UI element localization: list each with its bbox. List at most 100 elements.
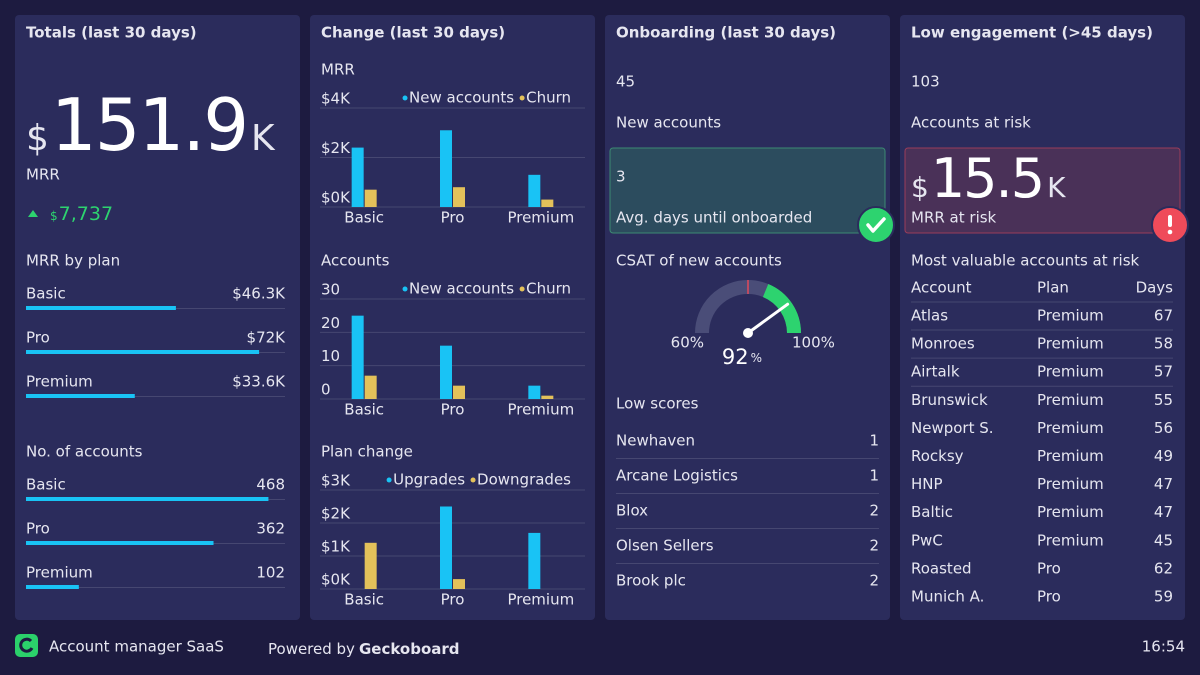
y-tick-label: $2K: [321, 139, 351, 157]
hbar-label: Premium: [26, 373, 93, 391]
unit: %: [751, 351, 762, 365]
kpi-value: 103: [911, 73, 940, 91]
list-name: Blox: [616, 502, 648, 520]
bar: [453, 385, 465, 399]
x-tick-label: Premium: [507, 401, 574, 419]
table-cell: 56: [1154, 419, 1173, 437]
list-name: Olsen Sellers: [616, 537, 714, 555]
bar: [528, 532, 541, 589]
legend-label: Upgrades: [393, 471, 465, 489]
gauge-title: CSAT of new accounts: [616, 252, 782, 270]
table-cell: Premium: [1037, 503, 1104, 521]
list-title: Low scores: [616, 395, 699, 413]
hbar: [26, 350, 260, 354]
table-cell: Brunswick: [911, 391, 988, 409]
bar: [440, 130, 452, 207]
onboarded-box: [609, 147, 886, 234]
table-cell: Baltic: [911, 503, 953, 521]
table-cell: 45: [1154, 531, 1173, 549]
table-cell: 59: [1154, 588, 1173, 606]
legend-label: New accounts: [409, 89, 514, 107]
legend-swatch: [519, 95, 525, 101]
chart-title: Plan change: [321, 443, 413, 461]
table-cell: Atlas: [911, 307, 948, 325]
hbar-label: Basic: [26, 476, 66, 494]
table-cell: Airtalk: [911, 363, 960, 381]
hbar: [26, 497, 269, 501]
panel-title: Onboarding (last 30 days): [616, 24, 836, 42]
x-tick-label: Basic: [344, 401, 384, 419]
y-tick-label: $0K: [321, 571, 351, 589]
hbar-label: Pro: [26, 329, 50, 347]
bar: [453, 187, 465, 207]
table-cell: 49: [1154, 447, 1173, 465]
x-tick-label: Basic: [344, 591, 384, 609]
legend-swatch: [402, 286, 408, 292]
legend-label: New accounts: [409, 280, 514, 298]
mrr-label: MRR: [26, 166, 60, 184]
list-score: 2: [869, 537, 879, 555]
list-score: 1: [869, 432, 879, 450]
gauge-min-label: 60%: [671, 334, 704, 352]
prefix: $: [26, 118, 49, 159]
gauge-hub: [743, 328, 753, 338]
table-cell: Roasted: [911, 559, 972, 577]
table-cell: 55: [1154, 391, 1173, 409]
table-cell: Pro: [1037, 588, 1061, 606]
mrr-at-risk: $15.5 K: [911, 147, 1066, 210]
mrr-total: $151.9 K: [26, 83, 276, 167]
list-score: 2: [869, 572, 879, 590]
bar: [541, 199, 554, 207]
legend-swatch: [519, 286, 525, 292]
value: 92: [722, 345, 749, 369]
table-cell: Munich A.: [911, 588, 984, 606]
suffix: K: [251, 118, 276, 159]
table-cell: 47: [1154, 503, 1173, 521]
column-header: Plan: [1037, 279, 1069, 297]
list-name: Brook plc: [616, 572, 686, 590]
y-tick-label: 30: [321, 281, 340, 299]
hbar-label: Pro: [26, 520, 50, 538]
column-header: Days: [1136, 279, 1174, 297]
hbar-track: [26, 587, 285, 588]
x-tick-label: Basic: [344, 209, 384, 227]
clock: 16:54: [1142, 638, 1185, 656]
brand: Geckoboard: [359, 640, 460, 658]
bar: [364, 542, 377, 589]
table-cell: Rocksy: [911, 447, 964, 465]
powered-by-text: Powered by: [268, 640, 355, 658]
table-cell: Pro: [1037, 559, 1061, 577]
bar: [440, 506, 452, 589]
hbar: [26, 585, 79, 589]
table-cell: Newport S.: [911, 419, 994, 437]
mrr-change: $7,737: [50, 203, 113, 225]
hbar-label: Premium: [26, 564, 93, 582]
gauge-value: 92%: [722, 345, 762, 369]
number: 151.9: [51, 83, 247, 167]
table-cell: Premium: [1037, 391, 1104, 409]
table-cell: 57: [1154, 363, 1173, 381]
bar: [541, 395, 554, 399]
y-tick-label: $0K: [321, 189, 351, 207]
legend-swatch: [402, 95, 408, 101]
legend-label: Downgrades: [477, 471, 571, 489]
status-bang-dot: [1167, 229, 1173, 235]
table-title: Most valuable accounts at risk: [911, 252, 1140, 270]
list-name: Newhaven: [616, 432, 695, 450]
bar: [351, 315, 364, 399]
table-cell: Premium: [1037, 531, 1104, 549]
prefix: $: [50, 209, 58, 223]
hbar-value: 362: [256, 520, 285, 538]
gauge-needle: [746, 302, 790, 335]
table-cell: 47: [1154, 475, 1173, 493]
bar: [528, 174, 541, 207]
status-bang: [1168, 215, 1172, 227]
bar: [453, 579, 465, 589]
list-name: Arcane Logistics: [616, 467, 738, 485]
table-cell: Premium: [1037, 447, 1104, 465]
hbar-value: 468: [256, 476, 285, 494]
number: 15.5: [931, 147, 1043, 210]
hbar-value: $46.3K: [232, 285, 286, 303]
table-cell: 58: [1154, 335, 1173, 353]
